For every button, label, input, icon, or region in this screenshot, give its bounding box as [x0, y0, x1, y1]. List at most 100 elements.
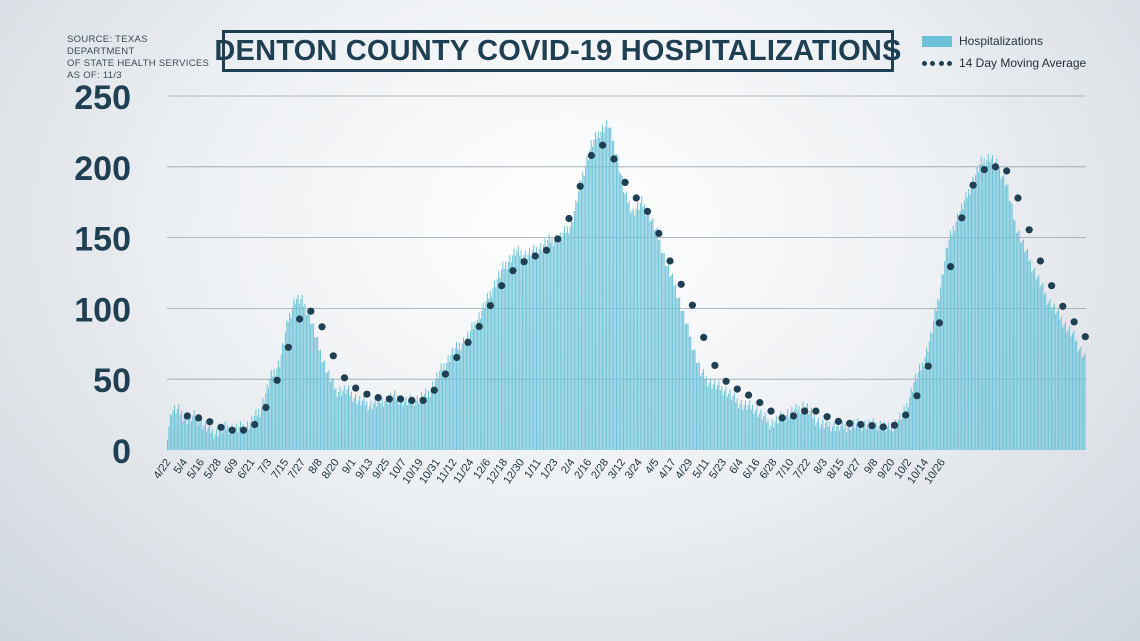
y-tick-label: 150 — [74, 221, 131, 259]
bar — [530, 256, 532, 450]
bar — [687, 323, 689, 450]
bar — [848, 421, 850, 450]
bar — [1052, 306, 1054, 450]
bar — [1029, 259, 1031, 450]
bar — [463, 337, 465, 450]
x-tick-label: 7/15 — [269, 457, 291, 481]
bar — [385, 395, 387, 450]
bar — [405, 396, 407, 450]
bar — [429, 397, 431, 450]
bar — [457, 349, 459, 450]
bar — [1000, 178, 1002, 450]
moving-average-point — [991, 163, 1000, 171]
bar — [579, 179, 581, 450]
bar — [175, 414, 177, 450]
bar — [227, 424, 229, 450]
bar — [614, 154, 616, 451]
bar — [510, 262, 512, 450]
bar — [391, 401, 393, 450]
bar — [569, 226, 571, 450]
bar — [767, 419, 769, 450]
bar — [509, 255, 511, 450]
bar — [809, 410, 811, 450]
bar — [521, 259, 523, 450]
bar — [373, 403, 375, 450]
bar — [218, 430, 220, 450]
bar — [920, 370, 922, 450]
bar — [1062, 327, 1064, 450]
bar — [259, 416, 261, 450]
source-line: OF STATE HEALTH SERVICES — [67, 58, 210, 69]
bar — [789, 412, 791, 450]
moving-average-point — [352, 384, 360, 392]
bar — [377, 400, 379, 450]
bar — [380, 403, 382, 450]
bar — [704, 379, 706, 450]
bar — [167, 439, 169, 450]
bar — [312, 323, 314, 450]
bar — [651, 219, 653, 450]
bar — [615, 153, 617, 450]
bar — [883, 421, 885, 450]
bar — [683, 310, 685, 450]
bar — [176, 409, 178, 450]
bar — [648, 210, 650, 450]
bar — [802, 401, 804, 450]
bar — [905, 412, 907, 450]
bar — [296, 299, 298, 450]
moving-average-dots — [183, 141, 1089, 434]
bar — [854, 428, 856, 450]
bar — [586, 155, 588, 450]
bar — [604, 126, 606, 451]
bar — [423, 394, 425, 450]
bar — [833, 421, 835, 450]
bar — [364, 405, 366, 450]
bar-swatch-icon — [922, 35, 952, 47]
bar — [680, 311, 682, 450]
bar — [705, 376, 707, 450]
bar — [780, 411, 782, 450]
bar — [611, 141, 613, 450]
bar — [763, 416, 765, 450]
bar — [881, 430, 883, 450]
y-tick-label: 0 — [112, 433, 131, 471]
bar — [366, 401, 368, 450]
bar — [571, 219, 573, 450]
bar — [1069, 325, 1071, 450]
bar — [606, 120, 608, 451]
bar — [777, 423, 779, 450]
bar — [992, 155, 994, 450]
bar — [942, 274, 944, 450]
bar — [724, 391, 726, 450]
bar — [667, 264, 669, 450]
bar — [433, 387, 435, 450]
bar — [707, 386, 709, 450]
x-tick-label: 7/27 — [286, 457, 308, 481]
bar — [1010, 202, 1012, 450]
bar — [369, 405, 371, 450]
bar — [451, 347, 453, 450]
bar — [422, 400, 424, 450]
bar — [714, 379, 716, 450]
bar — [465, 338, 467, 450]
bar — [597, 131, 599, 450]
bar — [464, 344, 466, 450]
bar — [378, 395, 380, 450]
bar — [956, 213, 958, 450]
bar — [444, 370, 446, 450]
bar — [869, 428, 871, 450]
bar — [415, 400, 417, 450]
moving-average-point — [902, 411, 910, 419]
bar — [827, 427, 829, 450]
bar — [812, 418, 814, 450]
bar — [923, 366, 925, 450]
bar — [770, 425, 772, 450]
moving-average-point — [621, 178, 629, 186]
bar — [275, 375, 277, 450]
bar — [999, 167, 1001, 450]
bar — [926, 347, 928, 450]
moving-average-point — [846, 419, 854, 427]
bar — [764, 412, 766, 450]
bar — [760, 409, 762, 450]
moving-average-point — [419, 396, 427, 404]
